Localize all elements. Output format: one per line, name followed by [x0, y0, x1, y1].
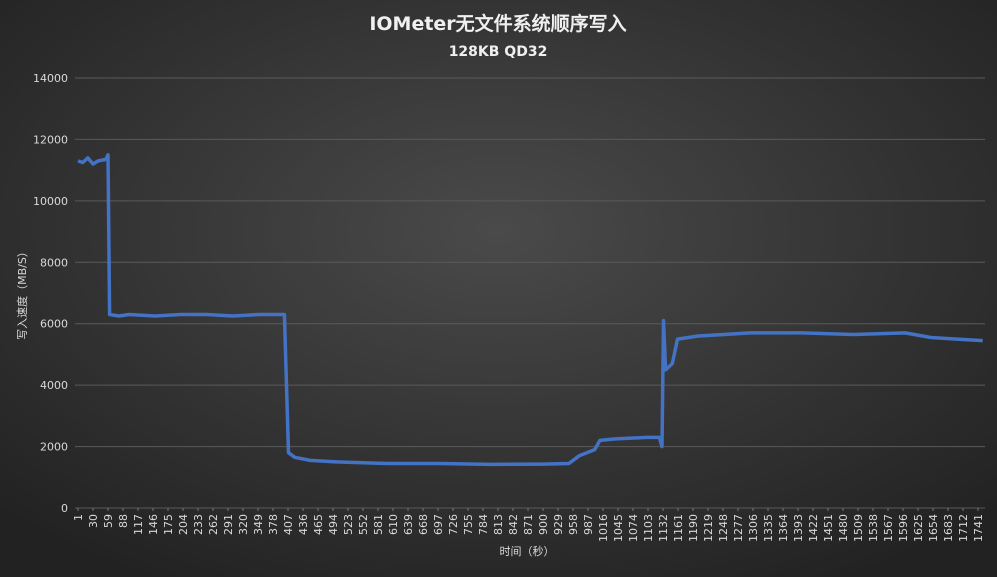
x-tick-label: 320	[237, 514, 250, 535]
x-tick-label: 291	[222, 514, 235, 535]
x-tick-label: 1045	[612, 514, 625, 542]
y-axis-label: 写入速度（MB/S）	[15, 246, 29, 340]
x-tick-label: 146	[147, 514, 160, 535]
x-tick-label: 262	[207, 514, 220, 535]
x-tick-label: 1654	[927, 514, 940, 542]
x-tick-label: 610	[387, 514, 400, 535]
x-tick-label: 1538	[867, 514, 880, 542]
x-tick-label: 900	[537, 514, 550, 535]
x-tick-label: 1074	[627, 514, 640, 542]
x-tick-label: 581	[372, 514, 385, 535]
x-tick-label: 1161	[672, 514, 685, 542]
x-tick-label: 523	[342, 514, 355, 535]
y-tick-label: 12000	[33, 133, 68, 146]
y-tick-label: 10000	[33, 195, 68, 208]
x-tick-label: 552	[357, 514, 370, 535]
x-tick-label: 204	[177, 514, 190, 535]
x-tick-label: 1190	[687, 514, 700, 542]
x-tick-label: 1567	[882, 514, 895, 542]
x-tick-label: 436	[297, 514, 310, 535]
x-tick-label: 349	[252, 514, 265, 535]
x-tick-label: 1219	[702, 514, 715, 542]
x-tick-label: 1132	[657, 514, 670, 542]
x-tick-label: 1509	[852, 514, 865, 542]
x-tick-label: 1712	[957, 514, 970, 542]
x-tick-label: 639	[402, 514, 415, 535]
chart-title: IOMeter无文件系统顺序写入	[369, 12, 626, 35]
x-tick-label: 697	[432, 514, 445, 535]
x-tick-label: 1451	[822, 514, 835, 542]
x-tick-label: 958	[567, 514, 580, 535]
x-tick-label: 1596	[897, 514, 910, 542]
y-tick-label: 6000	[40, 318, 68, 331]
line-series	[77, 153, 983, 467]
x-tick-label: 1306	[747, 514, 760, 542]
x-tick-label: 1	[72, 514, 85, 521]
x-tick-label: 175	[162, 514, 175, 535]
x-tick-label: 842	[507, 514, 520, 535]
x-tick-label: 407	[282, 514, 295, 535]
x-tick-label: 1248	[717, 514, 730, 542]
x-tick-label: 929	[552, 514, 565, 535]
x-tick-label: 117	[132, 514, 145, 535]
x-tick-label: 987	[582, 514, 595, 535]
x-tick-label: 755	[462, 514, 475, 535]
y-tick-label: 0	[61, 502, 68, 515]
x-tick-label: 1103	[642, 514, 655, 542]
x-tick-label: 784	[477, 514, 490, 535]
x-tick-label: 871	[522, 514, 535, 535]
x-tick-label: 1422	[807, 514, 820, 542]
x-tick-label: 1364	[777, 514, 790, 542]
y-tick-label: 14000	[33, 72, 68, 85]
x-tick-label: 494	[327, 514, 340, 535]
x-tick-label: 378	[267, 514, 280, 535]
x-tick-label: 233	[192, 514, 205, 535]
x-tick-label: 1393	[792, 514, 805, 542]
x-tick-label: 813	[492, 514, 505, 535]
x-tick-label: 1741	[972, 514, 985, 542]
x-tick-label: 1480	[837, 514, 850, 542]
x-tick-label: 88	[117, 514, 130, 528]
x-tick-label: 30	[87, 514, 100, 528]
y-tick-label: 4000	[40, 379, 68, 392]
x-axis-label: 时间（秒）	[500, 544, 555, 558]
x-tick-label: 1016	[597, 514, 610, 542]
x-tick-label: 1625	[912, 514, 925, 542]
x-tick-label: 1277	[732, 514, 745, 542]
x-tick-label: 668	[417, 514, 430, 535]
x-tick-label: 1683	[942, 514, 955, 542]
y-tick-label: 8000	[40, 256, 68, 269]
x-tick-label: 726	[447, 514, 460, 535]
x-tick-label: 59	[102, 514, 115, 528]
chart-subtitle: 128KB QD32	[449, 44, 548, 60]
x-tick-label: 1335	[762, 514, 775, 542]
x-tick-label: 465	[312, 514, 325, 535]
y-tick-label: 2000	[40, 441, 68, 454]
